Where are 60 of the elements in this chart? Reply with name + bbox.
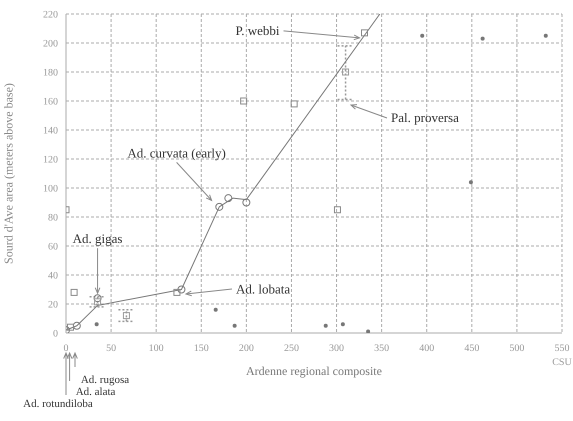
y-tick-label: 40 [48,270,58,282]
point [67,324,74,331]
annotation: Pal. proversa [391,110,460,125]
text: Ad. rotundiloba [23,398,93,410]
x-tick-label: 250 [284,343,299,354]
x-tick-label: 150 [194,343,209,354]
y-tick-label: 20 [48,300,58,311]
x-tick-label: 350 [374,343,390,354]
point [70,288,78,296]
point [340,322,345,326]
text: Ad. rugosa [80,374,130,386]
point [215,202,224,211]
point [242,198,250,206]
x-tick-label: 100 [148,343,164,354]
y-tick-label: 220 [43,10,58,21]
x-tick-label: 200 [238,343,254,354]
x-tick-label: 400 [419,343,434,354]
point [94,294,102,302]
annotation: Ad. lobata [236,282,290,296]
point [480,36,485,41]
point [173,288,180,296]
point [366,330,370,333]
annotation: Ad. curvata (early) [127,145,226,160]
point [122,312,130,320]
x-tick-label: 300 [329,343,344,354]
y-tick-label: 200 [43,38,58,50]
point [290,100,298,108]
y-tick-label: 140 [43,126,58,137]
x-tick-label: 550 CSU [552,343,573,368]
point [324,324,328,328]
y-tick-label: 0 [53,328,58,340]
point [94,298,102,306]
point [94,322,99,326]
point [224,194,232,202]
point [240,98,248,104]
annotation: Ad. gigas [72,231,122,246]
annotation: P. webbi [235,22,280,38]
x-tick-label: 450 [464,343,480,354]
y-tick-label: 120 [43,154,58,166]
point [361,29,368,36]
y-tick-label: 80 [48,212,58,224]
point [420,34,424,38]
point [334,206,341,214]
point [177,286,186,294]
x-tick-label: 0 [64,343,68,354]
point [214,308,218,312]
point [342,68,350,76]
y-axis-title: Sourd d'Ave area (meters above base) [1,83,16,264]
y-tick-label: 180 [43,68,58,79]
y-tick-label: 60 [48,242,58,253]
point [72,322,81,330]
text: Ad. alata [76,386,116,398]
point [468,180,473,184]
x-tick-label: 50 [106,343,116,354]
point [232,324,237,328]
x-axis-title: Ardenne regional composite [246,364,382,378]
y-tick-label: 160 [43,96,58,108]
x-tick-label: 500 [509,343,524,354]
point [544,34,548,38]
y-tick-label: 100 [43,184,58,195]
